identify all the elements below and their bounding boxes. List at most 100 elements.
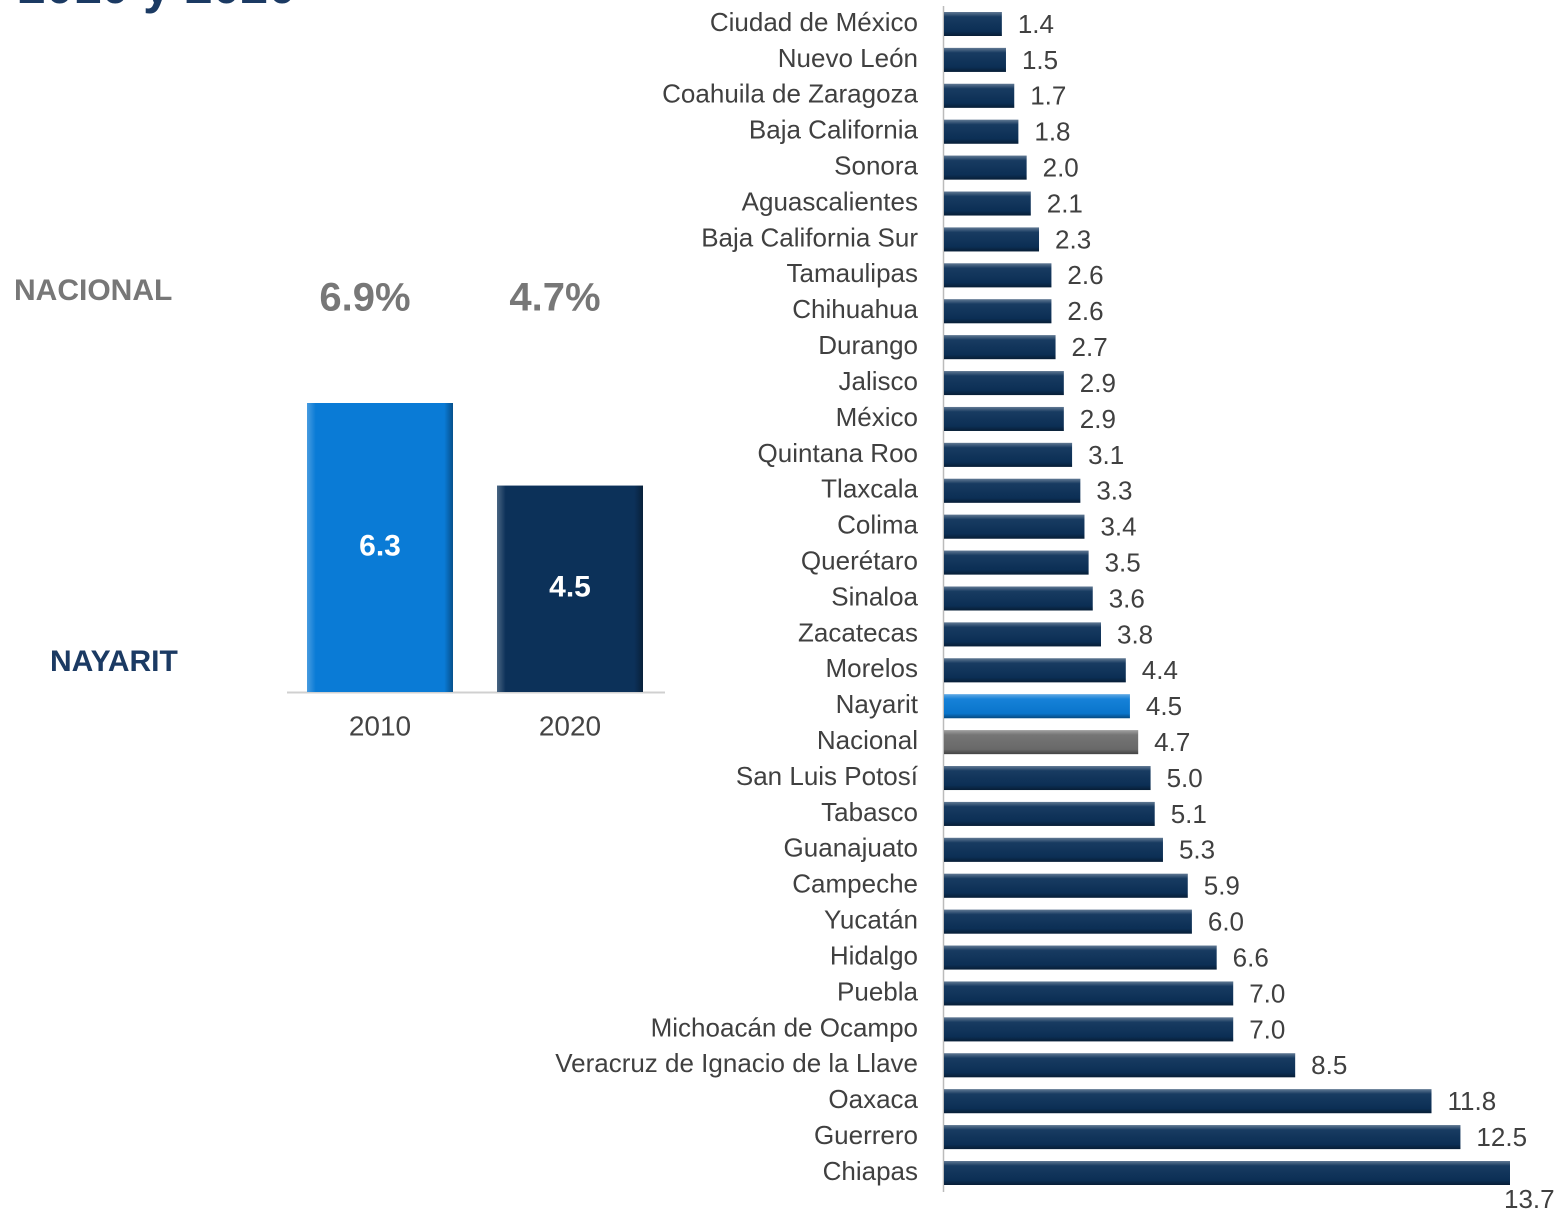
bar [944, 730, 1139, 755]
value-label: 11.8 [1448, 1086, 1497, 1116]
bar [944, 550, 1089, 575]
category-label: Coahuila de Zaragoza [662, 79, 918, 109]
category-label: Guanajuato [784, 833, 918, 863]
category-label: Tamaulipas [786, 258, 918, 288]
bar [944, 12, 1002, 36]
category-label: Chihuahua [792, 294, 918, 324]
bar [944, 909, 1192, 934]
value-label: 2.1 [1047, 188, 1083, 218]
value-label: 1.7 [1030, 81, 1066, 111]
value-label: 12.5 [1476, 1122, 1527, 1152]
category-label: Baja California [749, 115, 919, 145]
value-label: 5.9 [1204, 871, 1240, 901]
bar [944, 83, 1015, 108]
bar [944, 371, 1064, 396]
value-label: 4.7 [1154, 727, 1190, 757]
category-label: Jalisco [839, 366, 918, 396]
category-label: Campeche [792, 869, 918, 899]
category-label: Quintana Roo [758, 438, 918, 468]
x-tick-label: 2020 [539, 710, 601, 741]
category-label: Nacional [817, 725, 918, 755]
bar [944, 155, 1027, 180]
value-label: 3.8 [1117, 619, 1153, 649]
value-label: 4.5 [1146, 691, 1182, 721]
category-label: Puebla [837, 976, 918, 1006]
value-label: 3.1 [1088, 440, 1124, 470]
value-label: 5.0 [1167, 763, 1203, 793]
value-label: 7.0 [1249, 978, 1285, 1008]
bar [944, 658, 1126, 683]
bar [944, 191, 1031, 216]
value-label: 13.7 [1504, 1184, 1555, 1214]
category-label: Nayarit [836, 689, 919, 719]
x-tick-label: 2010 [349, 710, 411, 741]
category-label: Aguascalientes [742, 186, 918, 216]
value-label: 2.6 [1067, 260, 1103, 290]
category-label: Ciudad de México [710, 7, 918, 37]
bar-value-label: 4.5 [549, 571, 591, 604]
category-label: Veracruz de Ignacio de la Llave [555, 1048, 918, 1078]
bar [944, 586, 1093, 611]
national-value: 4.7% [509, 276, 600, 320]
value-label: 4.4 [1142, 655, 1178, 685]
category-label: Tlaxcala [821, 474, 918, 504]
bar [944, 1161, 1510, 1185]
value-label: 2.0 [1043, 153, 1079, 183]
value-label: 1.8 [1034, 117, 1070, 147]
category-label: Yucatán [824, 905, 918, 935]
value-label: 3.4 [1100, 512, 1136, 542]
value-label: 7.0 [1249, 1014, 1285, 1044]
category-label: San Luis Potosí [736, 761, 919, 791]
bar [944, 227, 1040, 252]
category-label: Nuevo León [778, 43, 918, 73]
value-label: 3.6 [1109, 583, 1145, 613]
category-label: Baja California Sur [701, 222, 918, 252]
bar [944, 514, 1085, 539]
category-label: Durango [818, 330, 918, 360]
category-label: Guerrero [814, 1120, 918, 1150]
category-label: Hidalgo [830, 940, 918, 970]
category-label: Querétaro [801, 545, 918, 575]
value-label: 5.3 [1179, 835, 1215, 865]
category-label: Chiapas [823, 1156, 918, 1186]
bar [944, 299, 1052, 324]
bar [944, 1017, 1234, 1042]
category-label: Sonora [834, 151, 918, 181]
bar [944, 981, 1234, 1006]
bar [944, 837, 1163, 862]
bar [944, 406, 1064, 431]
category-label: Tabasco [821, 797, 918, 827]
value-label: 8.5 [1311, 1050, 1347, 1080]
category-label: México [836, 402, 918, 432]
value-label: 2.6 [1067, 296, 1103, 326]
category-label: Oaxaca [828, 1084, 918, 1114]
state-label: NAYARIT [50, 645, 178, 678]
bar [944, 622, 1101, 647]
value-label: 2.3 [1055, 224, 1091, 254]
bar [944, 1125, 1461, 1150]
bar [944, 335, 1056, 360]
category-label: Sinaloa [831, 581, 918, 611]
value-label: 3.3 [1096, 476, 1132, 506]
bar [944, 47, 1006, 72]
value-label: 5.1 [1171, 799, 1207, 829]
bar [944, 945, 1217, 970]
value-label: 3.5 [1105, 547, 1141, 577]
category-label: Zacatecas [798, 617, 918, 647]
value-label: 6.0 [1208, 907, 1244, 937]
value-label: 2.7 [1072, 332, 1108, 362]
category-label: Michoacán de Ocampo [651, 1012, 918, 1042]
value-label: 1.5 [1022, 45, 1058, 75]
bar [944, 442, 1073, 467]
bar [944, 766, 1151, 791]
category-label: Colima [837, 510, 918, 540]
value-label: 2.9 [1080, 368, 1116, 398]
value-label: 6.6 [1233, 942, 1269, 972]
bar [944, 1089, 1432, 1114]
bar [944, 478, 1081, 503]
value-label: 1.4 [1018, 9, 1054, 39]
category-label: Morelos [826, 653, 918, 683]
bar [944, 873, 1188, 898]
bar [944, 801, 1155, 826]
